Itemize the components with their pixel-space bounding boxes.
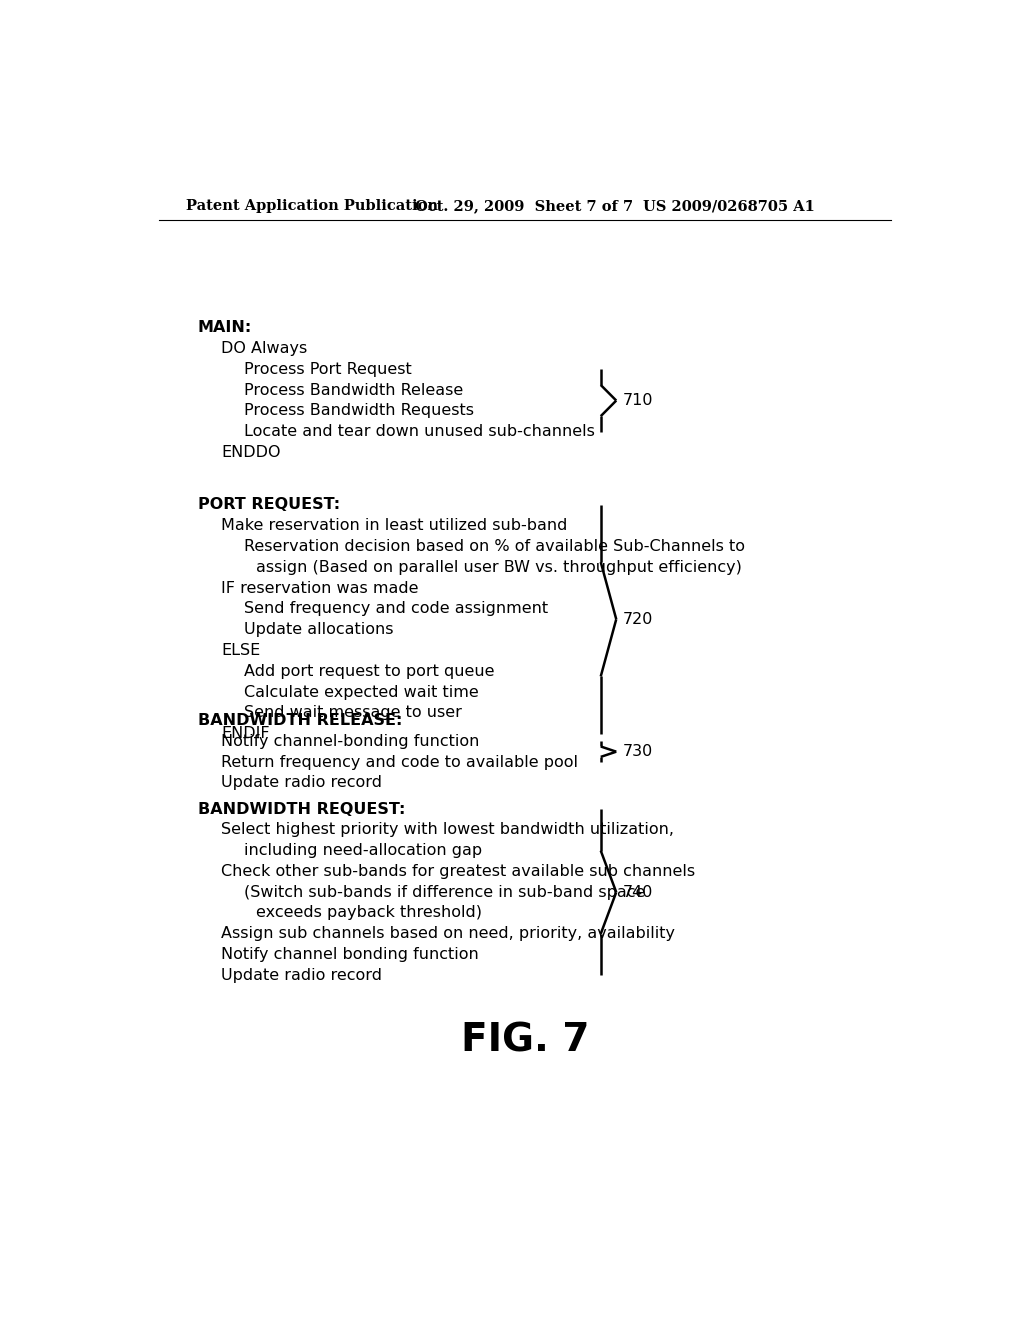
Text: (Switch sub-bands if difference in sub-band space: (Switch sub-bands if difference in sub-b… — [245, 884, 645, 900]
Text: PORT REQUEST:: PORT REQUEST: — [198, 498, 340, 512]
Text: assign (Based on parallel user BW vs. throughput efficiency): assign (Based on parallel user BW vs. th… — [256, 560, 741, 574]
Text: Process Bandwidth Requests: Process Bandwidth Requests — [245, 404, 474, 418]
Text: exceeds payback threshold): exceeds payback threshold) — [256, 906, 482, 920]
Text: Check other sub-bands for greatest available sub channels: Check other sub-bands for greatest avail… — [221, 863, 695, 879]
Text: Return frequency and code to available pool: Return frequency and code to available p… — [221, 755, 578, 770]
Text: FIG. 7: FIG. 7 — [461, 1022, 589, 1059]
Text: ELSE: ELSE — [221, 643, 260, 657]
Text: IF reservation was made: IF reservation was made — [221, 581, 419, 595]
Text: including need-allocation gap: including need-allocation gap — [245, 843, 482, 858]
Text: 740: 740 — [623, 884, 653, 900]
Text: Process Bandwidth Release: Process Bandwidth Release — [245, 383, 464, 397]
Text: 720: 720 — [623, 611, 653, 627]
Text: ENDIF: ENDIF — [221, 726, 269, 741]
Text: Notify channel bonding function: Notify channel bonding function — [221, 946, 479, 962]
Text: Notify channel-bonding function: Notify channel-bonding function — [221, 734, 479, 748]
Text: Update radio record: Update radio record — [221, 775, 382, 791]
Text: 730: 730 — [623, 744, 652, 759]
Text: Select highest priority with lowest bandwidth utilization,: Select highest priority with lowest band… — [221, 822, 674, 837]
Text: DO Always: DO Always — [221, 341, 307, 356]
Text: Oct. 29, 2009  Sheet 7 of 7: Oct. 29, 2009 Sheet 7 of 7 — [415, 199, 633, 213]
Text: Locate and tear down unused sub-channels: Locate and tear down unused sub-channels — [245, 424, 595, 440]
Text: Make reservation in least utilized sub-band: Make reservation in least utilized sub-b… — [221, 519, 567, 533]
Text: Add port request to port queue: Add port request to port queue — [245, 664, 495, 678]
Text: Update allocations: Update allocations — [245, 622, 394, 638]
Text: 710: 710 — [623, 393, 653, 408]
Text: Process Port Request: Process Port Request — [245, 362, 412, 378]
Text: MAIN:: MAIN: — [198, 321, 252, 335]
Text: ENDDO: ENDDO — [221, 445, 281, 461]
Text: US 2009/0268705 A1: US 2009/0268705 A1 — [643, 199, 815, 213]
Text: Reservation decision based on % of available Sub-Channels to: Reservation decision based on % of avail… — [245, 539, 745, 554]
Text: Send frequency and code assignment: Send frequency and code assignment — [245, 602, 549, 616]
Text: Assign sub channels based on need, priority, availability: Assign sub channels based on need, prior… — [221, 927, 675, 941]
Text: Update radio record: Update radio record — [221, 968, 382, 983]
Text: Patent Application Publication: Patent Application Publication — [186, 199, 438, 213]
Text: Calculate expected wait time: Calculate expected wait time — [245, 685, 479, 700]
Text: BANDWIDTH RELEASE:: BANDWIDTH RELEASE: — [198, 713, 402, 729]
Text: BANDWIDTH REQUEST:: BANDWIDTH REQUEST: — [198, 801, 406, 817]
Text: Send wait message to user: Send wait message to user — [245, 705, 462, 721]
